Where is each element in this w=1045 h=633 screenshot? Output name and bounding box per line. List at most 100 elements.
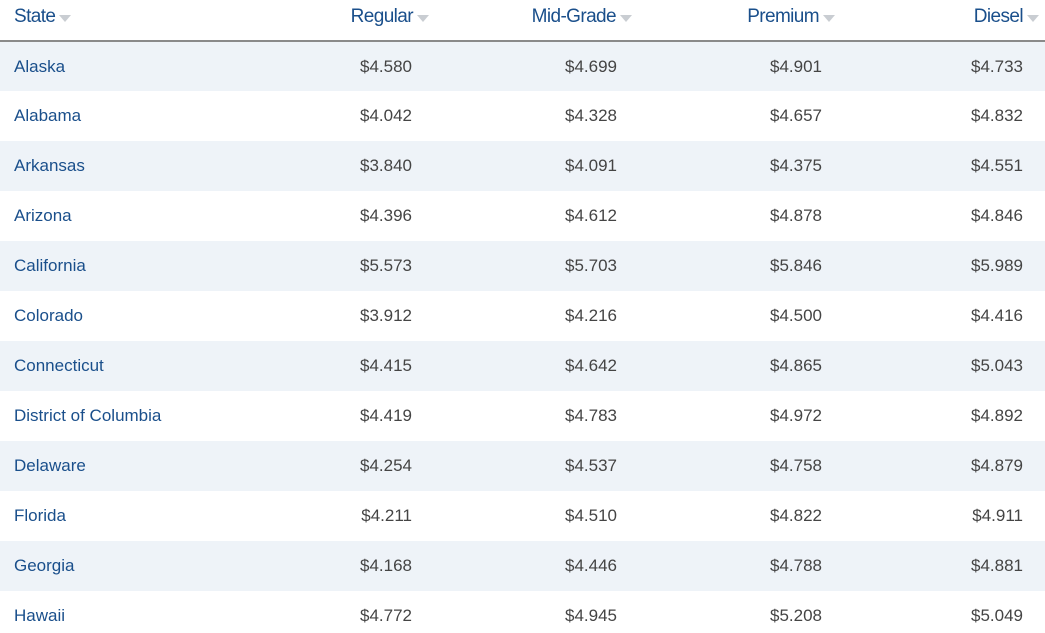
state-link[interactable]: District of Columbia — [14, 406, 162, 425]
state-link[interactable]: Georgia — [14, 556, 75, 575]
diesel-price-cell: $4.416 — [971, 306, 1023, 325]
table-row: Hawaii $4.772 $4.945 $5.208 $5.049 — [0, 591, 1045, 633]
diesel-price-cell: $4.892 — [971, 406, 1023, 425]
header-row: State Regular Mid-Grade — [0, 0, 1045, 41]
diesel-price-cell: $4.733 — [971, 56, 1023, 76]
premium-price-cell: $4.878 — [770, 206, 822, 225]
diesel-price-cell: $4.551 — [971, 156, 1023, 175]
mid-grade-price-cell: $4.783 — [565, 406, 617, 425]
state-cell[interactable]: Georgia — [0, 541, 245, 591]
diesel-price-cell: $4.879 — [971, 456, 1023, 475]
regular-price-cell: $3.912 — [360, 306, 412, 325]
mid-grade-price-cell: $5.703 — [565, 256, 617, 275]
table-row: Florida $4.211 $4.510 $4.822 $4.911 — [0, 491, 1045, 541]
state-cell[interactable]: Florida — [0, 491, 245, 541]
column-header-mid-grade[interactable]: Mid-Grade — [435, 0, 638, 41]
column-header-diesel[interactable]: Diesel — [841, 0, 1045, 41]
table-row: Georgia $4.168 $4.446 $4.788 $4.881 — [0, 541, 1045, 591]
mid-grade-price-cell: $4.699 — [565, 56, 617, 76]
state-cell[interactable]: Arkansas — [0, 141, 245, 191]
mid-grade-price-cell: $4.642 — [565, 356, 617, 375]
column-header-regular[interactable]: Regular — [245, 0, 435, 41]
state-link[interactable]: Arkansas — [14, 156, 85, 175]
table-row: Connecticut $4.415 $4.642 $4.865 $5.043 — [0, 341, 1045, 391]
diesel-price-cell: $4.881 — [971, 556, 1023, 575]
regular-price-cell: $4.211 — [361, 506, 412, 525]
state-link[interactable]: Connecticut — [14, 356, 104, 375]
column-header-regular-label: Regular — [350, 6, 414, 27]
mid-grade-price-cell: $4.091 — [565, 156, 617, 175]
column-header-state[interactable]: State — [0, 0, 245, 41]
state-cell[interactable]: District of Columbia — [0, 391, 245, 441]
state-cell[interactable]: Colorado — [0, 291, 245, 341]
premium-price-cell: $5.846 — [770, 256, 822, 275]
state-link[interactable]: California — [14, 256, 86, 275]
state-link[interactable]: Alaska — [14, 56, 66, 76]
mid-grade-price-cell: $4.510 — [565, 506, 617, 525]
mid-grade-price-cell: $4.328 — [565, 106, 617, 125]
regular-price-cell: $4.419 — [360, 406, 412, 425]
diesel-price-cell: $4.911 — [972, 506, 1023, 525]
mid-grade-price-cell: $4.537 — [565, 456, 617, 475]
regular-price-cell: $4.415 — [360, 356, 412, 375]
state-link[interactable]: Delaware — [14, 456, 86, 475]
table-row: Alaska $4.580 $4.699 $4.901 $4.733 — [0, 41, 1045, 91]
regular-price-cell: $4.396 — [360, 206, 412, 225]
table-row: California $5.573 $5.703 $5.846 $5.989 — [0, 241, 1045, 291]
premium-price-cell: $4.901 — [770, 56, 822, 76]
state-cell[interactable]: Alabama — [0, 91, 245, 141]
sort-down-icon[interactable] — [417, 14, 429, 22]
state-link[interactable]: Colorado — [14, 306, 83, 325]
mid-grade-price-cell: $4.945 — [565, 606, 617, 625]
state-link[interactable]: Hawaii — [14, 606, 66, 625]
sort-down-icon[interactable] — [620, 14, 632, 22]
premium-price-cell: $4.865 — [770, 356, 822, 375]
sort-down-icon[interactable] — [59, 14, 72, 22]
diesel-price-cell: $5.043 — [971, 356, 1023, 375]
regular-price-cell: $3.840 — [360, 156, 412, 175]
regular-price-cell: $4.168 — [360, 556, 412, 575]
state-cell[interactable]: Connecticut — [0, 341, 245, 391]
premium-price-cell: $4.788 — [770, 556, 822, 575]
column-header-mid-grade-label: Mid-Grade — [531, 6, 617, 27]
mid-grade-price-cell: $4.612 — [565, 206, 617, 225]
premium-price-cell: $4.758 — [770, 456, 822, 475]
diesel-price-cell: $4.846 — [971, 206, 1023, 225]
sort-down-icon[interactable] — [823, 14, 835, 22]
table-row: Alabama $4.042 $4.328 $4.657 $4.832 — [0, 91, 1045, 141]
regular-price-cell: $4.042 — [360, 106, 412, 125]
table-row: District of Columbia $4.419 $4.783 $4.97… — [0, 391, 1045, 441]
column-header-diesel-label: Diesel — [973, 6, 1024, 27]
table-row: Delaware $4.254 $4.537 $4.758 $4.879 — [0, 441, 1045, 491]
table-row: Arizona $4.396 $4.612 $4.878 $4.846 — [0, 191, 1045, 241]
state-cell[interactable]: Arizona — [0, 191, 245, 241]
table-row: Colorado $3.912 $4.216 $4.500 $4.416 — [0, 291, 1045, 341]
state-cell[interactable]: Delaware — [0, 441, 245, 491]
state-link[interactable]: Florida — [14, 506, 66, 525]
premium-price-cell: $4.972 — [770, 406, 822, 425]
state-link[interactable]: Arizona — [14, 206, 72, 225]
state-cell[interactable]: California — [0, 241, 245, 291]
premium-price-cell: $5.208 — [770, 606, 822, 625]
diesel-price-cell: $5.049 — [971, 606, 1023, 625]
regular-price-cell: $4.772 — [360, 606, 412, 625]
column-header-premium[interactable]: Premium — [638, 0, 841, 41]
table-row: Arkansas $3.840 $4.091 $4.375 $4.551 — [0, 141, 1045, 191]
regular-price-cell: $4.254 — [360, 456, 412, 475]
premium-price-cell: $4.500 — [770, 306, 822, 325]
sort-down-icon[interactable] — [1027, 14, 1039, 22]
regular-price-cell: $4.580 — [360, 56, 412, 76]
premium-price-cell: $4.375 — [770, 156, 822, 175]
regular-price-cell: $5.573 — [360, 256, 412, 275]
mid-grade-price-cell: $4.446 — [565, 556, 617, 575]
state-link[interactable]: Alabama — [14, 106, 82, 125]
premium-price-cell: $4.657 — [770, 106, 822, 125]
state-cell[interactable]: Hawaii — [0, 591, 245, 633]
diesel-price-cell: $5.989 — [971, 256, 1023, 275]
diesel-price-cell: $4.832 — [971, 106, 1023, 125]
state-cell[interactable]: Alaska — [0, 41, 245, 91]
premium-price-cell: $4.822 — [770, 506, 822, 525]
mid-grade-price-cell: $4.216 — [565, 306, 617, 325]
